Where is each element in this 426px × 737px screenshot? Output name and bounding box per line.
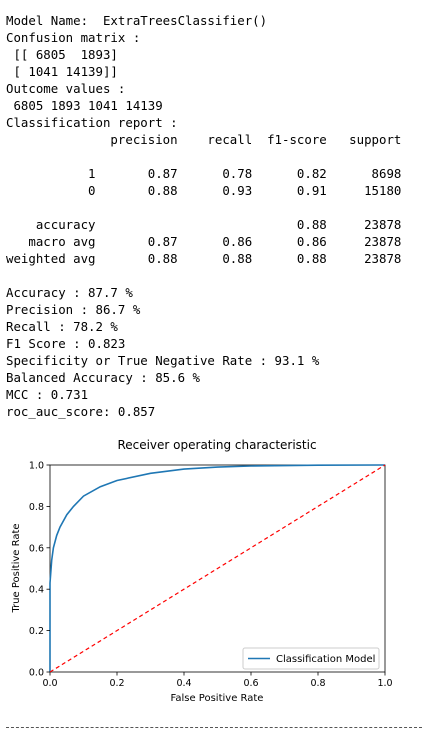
roc-curve bbox=[49, 464, 386, 672]
x-tick-label: 0.6 bbox=[243, 678, 258, 689]
roc-chart: Receiver operating characteristic 0.0 0.2… bbox=[11, 438, 393, 704]
x-tick-label: 0.2 bbox=[109, 678, 124, 689]
output-line: weighted avg 0.88 0.88 0.88 23878 bbox=[6, 251, 402, 266]
legend-label: Classification Model bbox=[276, 654, 375, 665]
y-tick-label: 0.8 bbox=[29, 502, 44, 513]
x-tick-label: 0.0 bbox=[42, 678, 57, 689]
output-line: Outcome values : bbox=[6, 81, 126, 96]
output-line: Model Name: ExtraTreesClassifier() bbox=[6, 13, 268, 28]
output-line: Recall : 78.2 % bbox=[6, 319, 118, 334]
random-guess-line bbox=[49, 464, 386, 673]
chart-legend: Classification Model bbox=[242, 647, 380, 670]
axes-frame bbox=[49, 464, 386, 673]
x-tick-label: 1.0 bbox=[377, 678, 392, 689]
y-axis-label: True Positive Rate bbox=[11, 523, 22, 613]
output-line: precision recall f1-score support bbox=[6, 132, 402, 147]
y-tick-label: 0.2 bbox=[29, 626, 44, 637]
output-line: Balanced Accuracy : 85.6 % bbox=[6, 370, 200, 385]
chart-title: Receiver operating characteristic bbox=[117, 438, 316, 452]
output-line: 0 0.88 0.93 0.91 15180 bbox=[6, 183, 402, 198]
output-line: [[ 6805 1893] bbox=[6, 47, 118, 62]
plot-area bbox=[49, 464, 386, 673]
output-line: macro avg 0.87 0.86 0.86 23878 bbox=[6, 234, 402, 249]
y-axis-ticks: 0.0 0.2 0.4 0.6 0.8 1.0 bbox=[29, 461, 50, 679]
x-tick-label: 0.8 bbox=[310, 678, 325, 689]
y-tick-label: 0.6 bbox=[29, 543, 44, 554]
output-line: Confusion matrix : bbox=[6, 30, 141, 45]
y-tick-label: 0.4 bbox=[29, 585, 44, 596]
x-axis-label: False Positive Rate bbox=[171, 693, 264, 704]
output-separator bbox=[6, 727, 422, 728]
output-line: F1 Score : 0.823 bbox=[6, 336, 126, 351]
output-line bbox=[6, 148, 401, 165]
output-line: Classification report : bbox=[6, 115, 178, 130]
y-tick-label: 0.0 bbox=[29, 668, 44, 679]
output-line bbox=[6, 199, 401, 216]
output-line: 6805 1893 1041 14139 bbox=[6, 98, 163, 113]
output-line: 1 0.87 0.78 0.82 8698 bbox=[6, 166, 402, 181]
output-line bbox=[6, 267, 401, 284]
output-line: MCC : 0.731 bbox=[6, 387, 89, 402]
output-line: Specificity or True Negative Rate : 93.1… bbox=[6, 353, 320, 368]
x-axis-ticks: 0.0 0.2 0.4 0.6 0.8 1.0 bbox=[42, 672, 393, 689]
legend-box bbox=[242, 647, 380, 670]
y-tick-label: 1.0 bbox=[29, 461, 44, 472]
output-line: Precision : 86.7 % bbox=[6, 302, 141, 317]
x-tick-label: 0.4 bbox=[176, 678, 191, 689]
output-line: accuracy 0.88 23878 bbox=[6, 217, 402, 232]
cell-output-text: Model Name: ExtraTreesClassifier() Confus… bbox=[6, 12, 401, 420]
output-line: Accuracy : 87.7 % bbox=[6, 285, 133, 300]
output-line: roc_auc_score: 0.857 bbox=[6, 404, 156, 419]
output-line: [ 1041 14139]] bbox=[6, 64, 118, 79]
